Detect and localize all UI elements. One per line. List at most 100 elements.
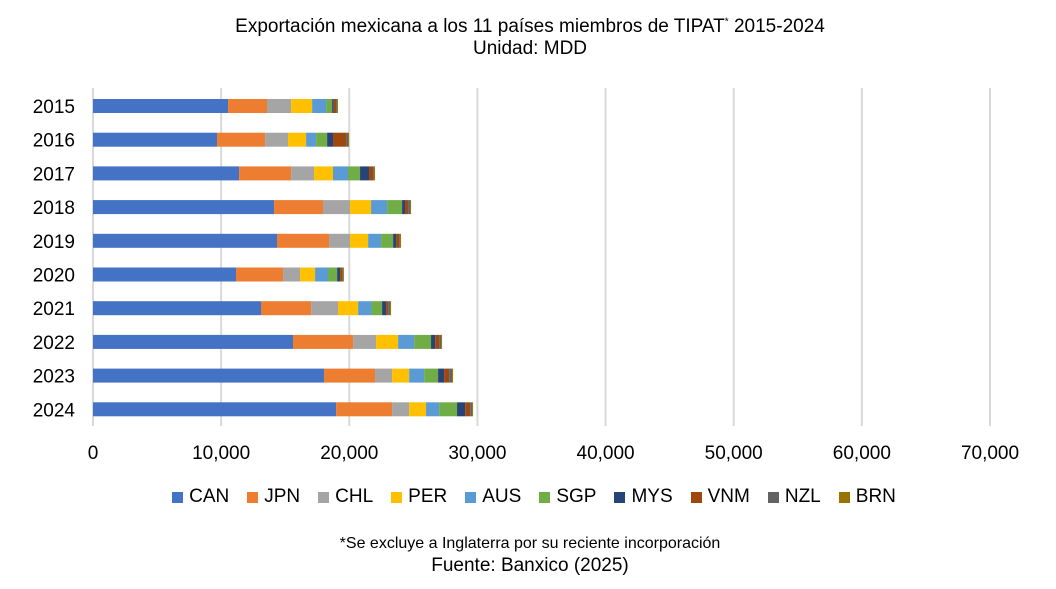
bar-segment-nzl-2023 (449, 368, 453, 383)
bar-segment-vnm-2018 (405, 200, 409, 215)
bar-segment-per-2017 (314, 166, 334, 181)
bar-segment-chl-2018 (323, 200, 351, 215)
bar-segment-aus-2019 (368, 233, 382, 248)
bar-segment-brn-2018 (410, 200, 412, 215)
bar-segment-aus-2018 (371, 200, 388, 215)
bar-segment-sgp-2023 (424, 368, 439, 383)
bar-segment-sgp-2019 (381, 233, 394, 248)
legend-item-sgp: SGP (539, 486, 596, 508)
bar-segment-brn-2022 (441, 334, 443, 349)
bar-segment-vnm-2024 (465, 402, 471, 417)
bar-segment-jpn-2017 (239, 166, 292, 181)
legend-label: PER (408, 486, 448, 507)
bar-segment-brn-2017 (374, 166, 376, 181)
chart-subtitle: Unidad: MDD (472, 38, 588, 59)
bar-segment-sgp-2016 (316, 132, 328, 147)
bar-segment-vnm-2019 (396, 233, 400, 248)
bar-segment-chl-2019 (329, 233, 351, 248)
bar-segment-chl-2023 (375, 368, 393, 383)
bar-segment-can-2017 (93, 166, 240, 181)
x-tick-label: 30,000 (448, 443, 506, 464)
legend-label: BRN (855, 486, 896, 507)
legend-label: VNM (707, 486, 750, 507)
bar-segment-sgp-2017 (348, 166, 361, 181)
bar-segment-nzl-2024 (470, 402, 473, 417)
legend-swatch (172, 491, 184, 503)
bar-segment-aus-2020 (315, 267, 329, 282)
legend-swatch (614, 491, 626, 503)
bar-segment-jpn-2022 (293, 334, 354, 349)
y-tick-label: 2023 (33, 367, 75, 388)
bar-segment-aus-2017 (333, 166, 349, 181)
bar-segment-can-2022 (93, 334, 294, 349)
legend-label: NZL (784, 486, 821, 507)
legend-item-chl: CHL (318, 486, 373, 508)
bar-segment-nzl-2017 (373, 166, 375, 181)
bar-segment-jpn-2016 (217, 132, 266, 147)
legend-label: CHL (335, 486, 374, 507)
legend-item-can: CAN (172, 486, 229, 508)
bar-segment-jpn-2015 (228, 99, 268, 113)
bar-segment-brn-2015 (337, 99, 339, 113)
bar-segment-chl-2016 (265, 132, 289, 147)
bar-segment-chl-2021 (311, 301, 339, 316)
bar-segment-jpn-2024 (336, 402, 393, 417)
legend-label: CAN (189, 486, 230, 507)
bar-segment-per-2015 (291, 99, 313, 113)
bar-segment-jpn-2019 (277, 233, 330, 248)
y-tick-label: 2019 (33, 232, 75, 253)
legend-item-brn: BRN (838, 486, 896, 508)
source-note: Fuente: Banxico (2025) (431, 555, 629, 576)
legend-item-nzl: NZL (767, 486, 821, 508)
bar-segment-mys-2021 (382, 301, 387, 316)
bar-segment-chl-2022 (353, 334, 377, 349)
bar-segment-nzl-2019 (399, 233, 401, 248)
bar-segment-per-2018 (350, 200, 372, 215)
bar-segment-mys-2022 (431, 334, 436, 349)
legend-swatch (391, 491, 403, 503)
y-tick-label: 2016 (33, 131, 75, 152)
legend-swatch (767, 491, 779, 503)
bar-segment-aus-2021 (358, 301, 372, 316)
bar-segment-vnm-2016 (333, 132, 347, 147)
bar-segment-vnm-2017 (369, 166, 374, 181)
x-tick-label: 40,000 (577, 443, 635, 464)
bar-segment-can-2020 (93, 267, 237, 282)
bar-segment-nzl-2022 (439, 334, 442, 349)
bar-segment-vnm-2020 (340, 267, 343, 282)
bar-segment-brn-2024 (472, 402, 474, 417)
y-tick-label: 2018 (33, 198, 75, 219)
bar-segment-can-2021 (93, 301, 261, 316)
legend-swatch (539, 491, 551, 503)
bar-segment-aus-2022 (398, 334, 415, 349)
bar-segment-jpn-2021 (260, 301, 312, 316)
bar-segment-mys-2015 (332, 99, 334, 113)
bar-segment-aus-2024 (426, 402, 440, 417)
bar-segment-sgp-2015 (326, 99, 333, 113)
bar-segment-nzl-2018 (408, 200, 411, 215)
bar-segment-per-2021 (338, 301, 359, 316)
bar-segment-brn-2019 (400, 233, 402, 248)
x-tick-label: 0 (88, 443, 99, 464)
bar-segment-nzl-2016 (346, 132, 349, 147)
bar-segment-aus-2016 (306, 132, 317, 147)
legend-item-mys: MYS (614, 486, 673, 508)
y-tick-label: 2015 (33, 97, 75, 118)
bar-segment-can-2024 (93, 402, 337, 417)
y-tick-label: 2022 (33, 333, 75, 354)
bar-segment-jpn-2023 (324, 368, 376, 383)
bar-segment-per-2024 (409, 402, 427, 417)
bar-segment-aus-2015 (312, 99, 327, 113)
bar-segment-mys-2017 (360, 166, 370, 181)
bar-segment-sgp-2022 (414, 334, 432, 349)
bar-segment-per-2023 (392, 368, 410, 383)
footnote: *Se excluye a Inglaterra por su reciente… (339, 535, 721, 552)
legend-label: AUS (482, 486, 522, 507)
bar-segment-chl-2024 (392, 402, 410, 417)
bar-segment-can-2019 (93, 233, 278, 248)
x-tick-label: 70,000 (961, 443, 1019, 464)
bar-segment-can-2023 (93, 368, 325, 383)
bar-segment-sgp-2024 (439, 402, 458, 417)
legend-item-per: PER (391, 486, 447, 508)
